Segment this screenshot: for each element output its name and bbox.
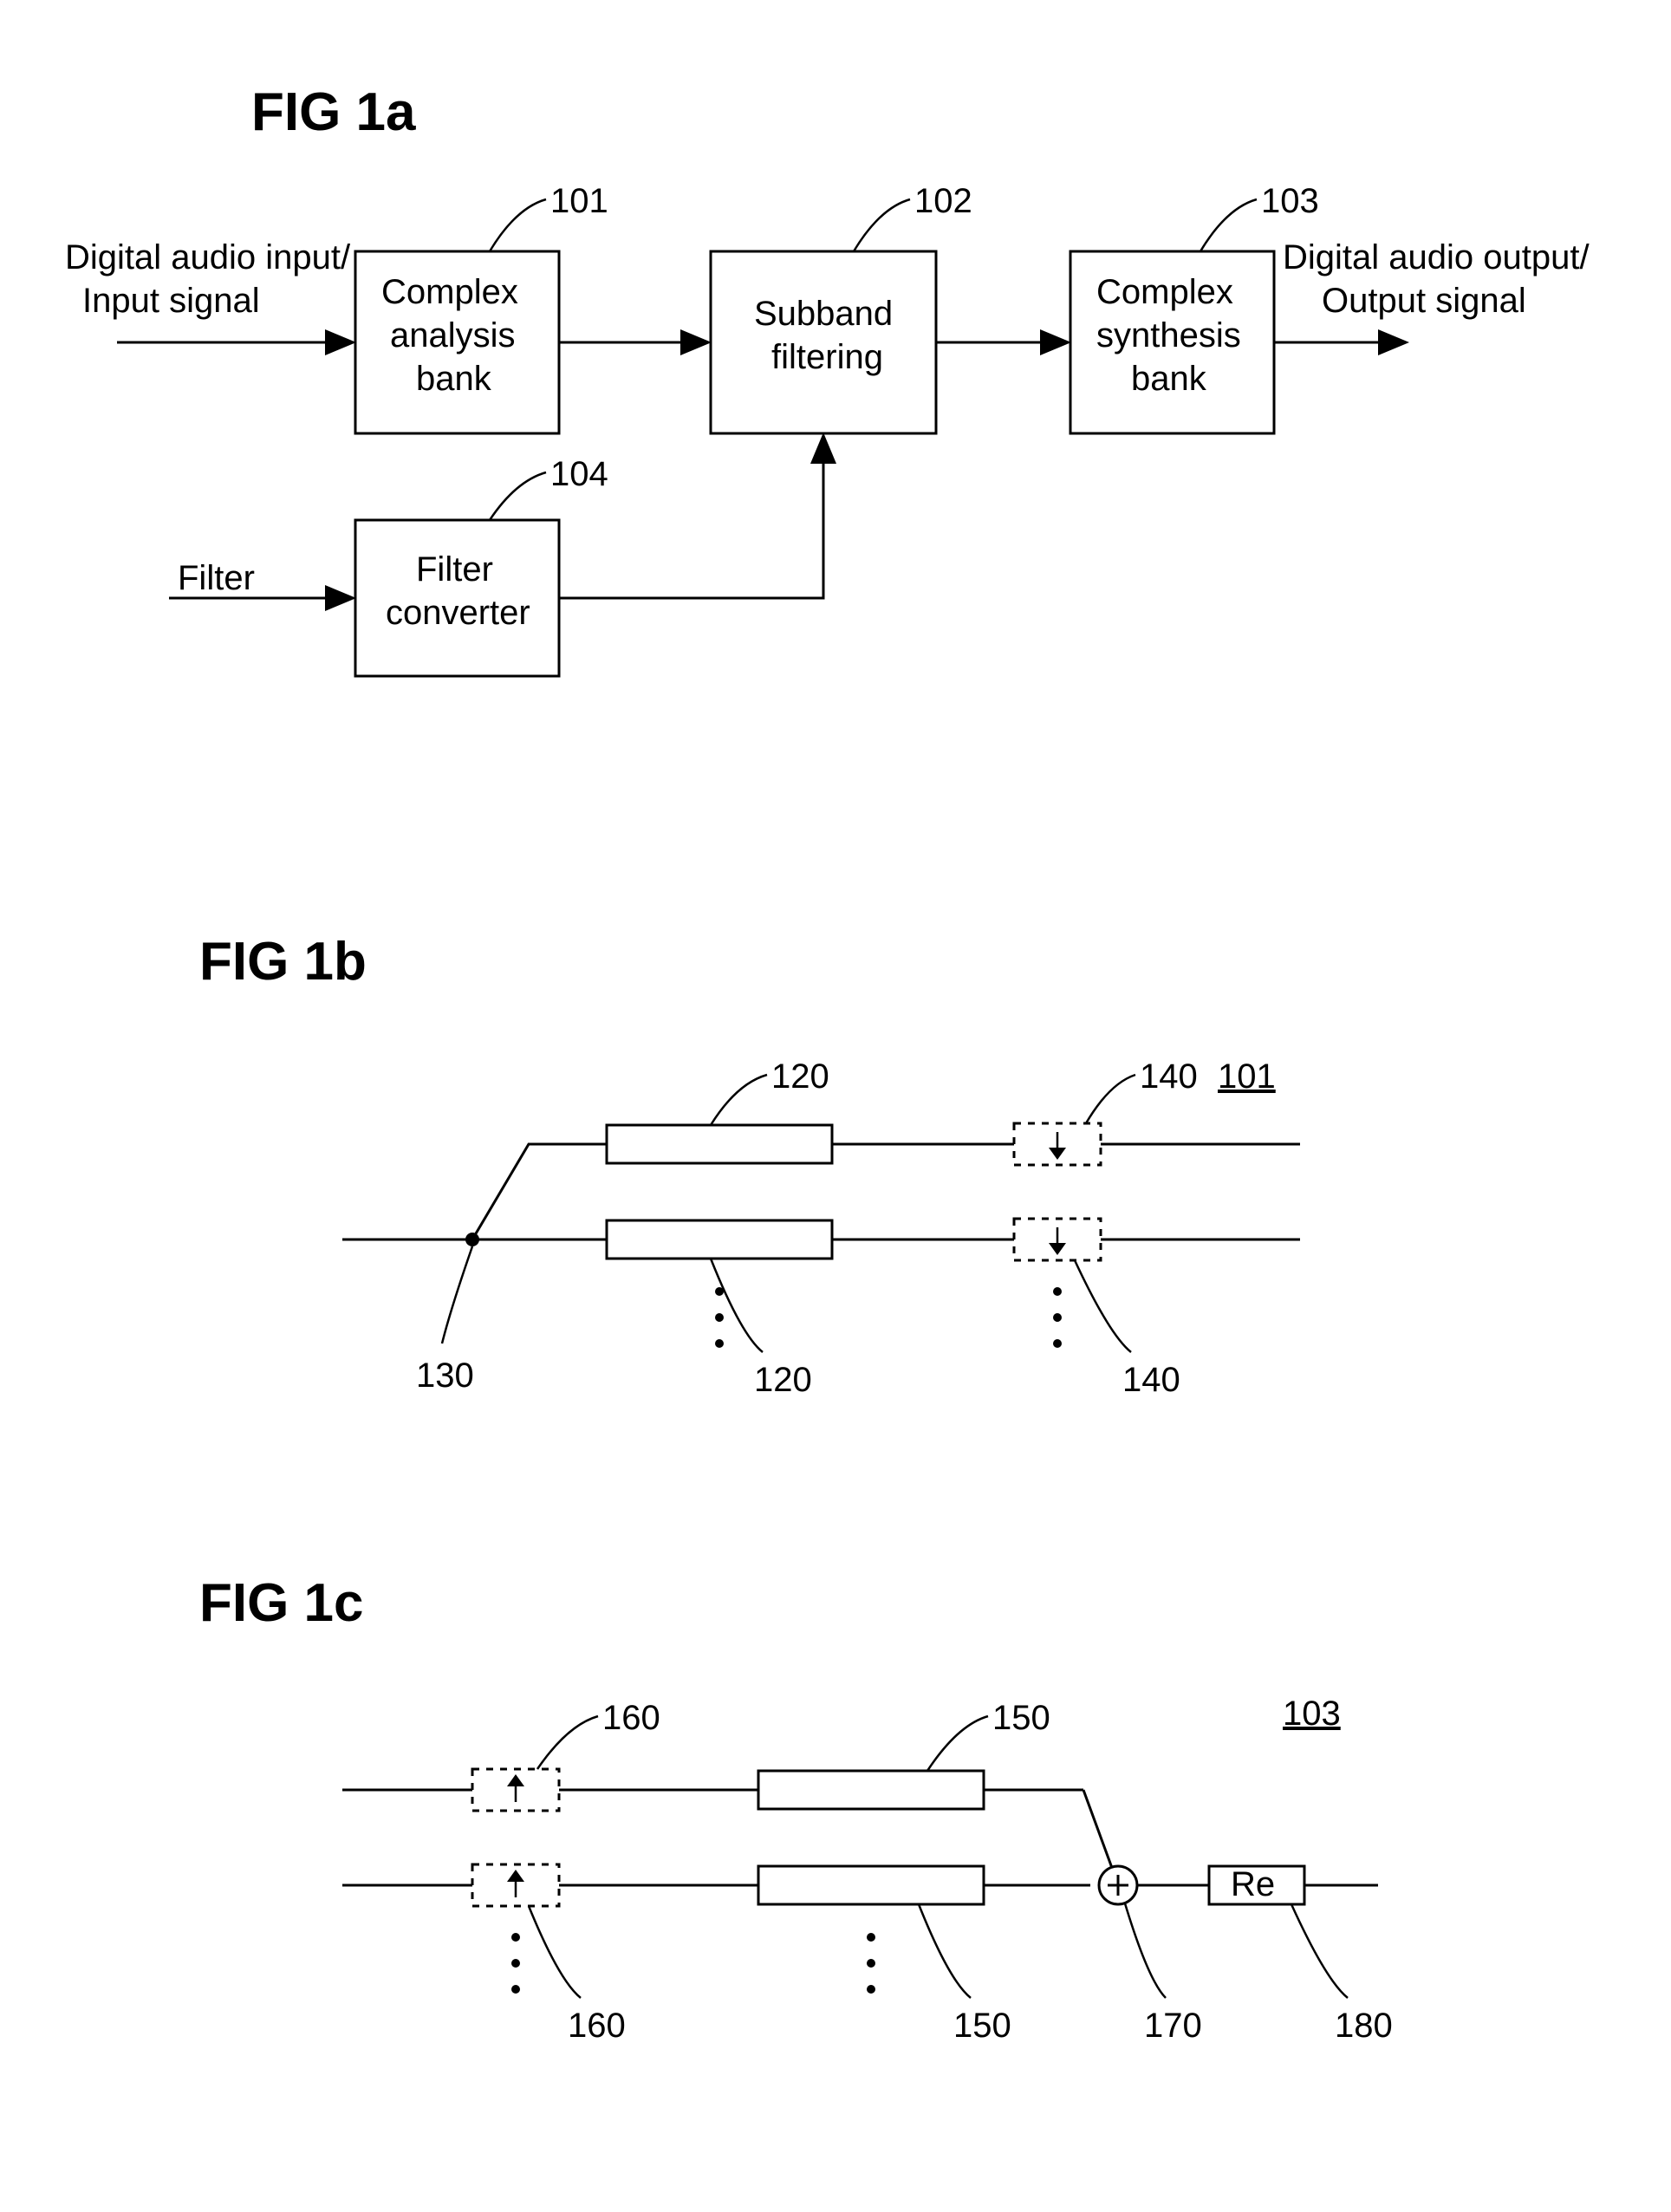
ref-170: 170: [1144, 2007, 1202, 2045]
ref-130: 130: [416, 1356, 474, 1395]
fig1a-title: FIG 1a: [251, 82, 416, 142]
fig1c-filter-block-2: [758, 1866, 984, 1904]
fig1c-channel-1: [342, 1769, 1083, 1811]
ref-104: 104: [550, 455, 608, 493]
figure-1b: FIG 1b 101: [199, 932, 1300, 1399]
synthesis-line1: Complex: [1096, 273, 1233, 311]
ref-120-bottom: 120: [754, 1361, 812, 1399]
figure-1a: FIG 1a Digital audio input/ Input signal…: [65, 82, 1590, 676]
fig1b-channel-2: [607, 1219, 1300, 1260]
leader-150-top: [927, 1716, 988, 1771]
converter-line2: converter: [386, 594, 530, 632]
fig1b-filter-block-1: [607, 1125, 832, 1163]
converter-line1: Filter: [416, 550, 493, 589]
ref-180: 180: [1335, 2007, 1393, 2045]
ref-160-bottom: 160: [568, 2007, 626, 2045]
leader-103: [1200, 199, 1257, 251]
ref-103: 103: [1261, 182, 1319, 220]
subband-line1: Subband: [754, 295, 893, 333]
fig1c-filter-block-1: [758, 1771, 984, 1809]
leader-101: [490, 199, 546, 251]
diagram-svg: FIG 1a Digital audio input/ Input signal…: [0, 0, 1671, 2208]
analysis-line1: Complex: [381, 273, 518, 311]
fig1b-branch-up: [472, 1144, 607, 1239]
fig1a-output-label-2: Output signal: [1322, 282, 1526, 320]
leader-140-top: [1086, 1075, 1135, 1123]
re-label: Re: [1231, 1865, 1275, 1903]
figure-1c: FIG 1c 103: [199, 1573, 1393, 2045]
fig1b-channel-1: [607, 1123, 1300, 1165]
ref-102: 102: [914, 182, 972, 220]
analysis-line2: analysis: [390, 316, 516, 355]
fig1c-merge-line: [1083, 1790, 1112, 1868]
leader-140-bottom: [1075, 1260, 1131, 1352]
ref-150-top: 150: [992, 1699, 1050, 1737]
ref-150-bottom: 150: [953, 2007, 1011, 2045]
analysis-line3: bank: [416, 360, 492, 398]
fig1b-ref-header: 101: [1218, 1057, 1276, 1096]
fig1a-input-label-2: Input signal: [82, 282, 260, 320]
leader-170: [1125, 1903, 1166, 1998]
synthesis-line2: synthesis: [1096, 316, 1241, 355]
ref-160-top: 160: [602, 1699, 660, 1737]
leader-120-bottom: [711, 1259, 763, 1352]
fig1a-input-label-1: Digital audio input/: [65, 238, 351, 276]
leader-104: [490, 472, 546, 520]
leader-160-top: [537, 1716, 598, 1769]
leader-160-bottom: [529, 1906, 581, 1998]
fig1a-filter-label: Filter: [178, 559, 255, 597]
leader-180: [1291, 1904, 1348, 1998]
ref-140-top: 140: [1140, 1057, 1198, 1096]
analysis-block: Complex analysis bank: [355, 251, 559, 433]
subband-block: Subband filtering: [711, 251, 936, 433]
fig1c-channel-2: [342, 1864, 1090, 1906]
converter-block: Filter converter: [355, 520, 559, 676]
fig1b-title: FIG 1b: [199, 932, 367, 992]
fig1a-output-label-1: Digital audio output/: [1283, 238, 1590, 276]
subband-line2: filtering: [771, 338, 883, 376]
fig1c-title: FIG 1c: [199, 1573, 364, 1633]
fig1c-ref-header: 103: [1283, 1695, 1341, 1733]
leader-120-top: [711, 1075, 767, 1125]
leader-150-bottom: [919, 1904, 971, 1998]
fig1b-filter-block-2: [607, 1220, 832, 1259]
page-root: FIG 1a Digital audio input/ Input signal…: [0, 0, 1671, 2208]
ref-120-top: 120: [771, 1057, 829, 1096]
fig1b-ellipsis: [715, 1287, 1062, 1348]
ref-101: 101: [550, 182, 608, 220]
ref-140-bottom: 140: [1122, 1361, 1180, 1399]
synthesis-block: Complex synthesis bank: [1070, 251, 1274, 433]
leader-130: [442, 1246, 472, 1343]
synthesis-line3: bank: [1131, 360, 1207, 398]
leader-102: [854, 199, 910, 251]
fig1c-ellipsis: [511, 1933, 875, 1994]
adder-node: [1099, 1866, 1137, 1904]
